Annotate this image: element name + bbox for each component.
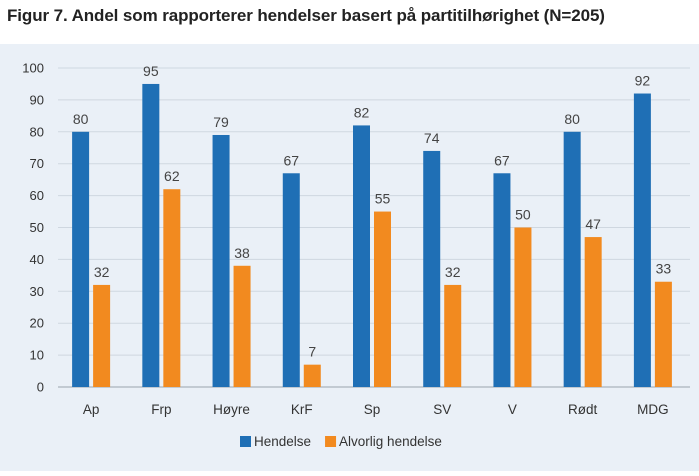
data-label: 50 <box>515 207 531 223</box>
bar-hendelse <box>493 173 511 387</box>
data-labels: 80 32 95 62 79 38 67 7 82 55 74 32 67 50 80 47 92 33 <box>73 63 672 360</box>
y-tick-label: 100 <box>22 61 44 76</box>
legend-label: Hendelse <box>254 434 311 449</box>
x-tick-label: Frp <box>151 402 171 417</box>
y-tick-label: 0 <box>37 380 44 395</box>
bar-alvorlig-hendelse <box>514 227 532 387</box>
y-tick-label: 70 <box>30 156 44 171</box>
bars <box>72 83 672 388</box>
y-tick-label: 30 <box>30 284 44 299</box>
legend-swatch-hendelse <box>240 436 251 447</box>
bar-hendelse <box>72 131 90 387</box>
data-label: 92 <box>635 73 651 89</box>
data-label: 38 <box>234 245 250 261</box>
data-label: 67 <box>494 152 510 168</box>
x-tick-label: Rødt <box>568 402 598 417</box>
y-tick-label: 10 <box>30 348 44 363</box>
bar-chart: 0 10 20 30 40 50 60 70 80 90 100 80 32 95 62 79 38 67 7 82… <box>22 61 690 449</box>
bar-alvorlig-hendelse <box>163 189 181 387</box>
chart-title: Figur 7. Andel som rapporterer hendelser… <box>7 6 605 25</box>
x-axis-ticks: Ap Frp Høyre KrF Sp SV V Rødt MDG <box>83 402 669 417</box>
bar-hendelse <box>142 83 160 387</box>
legend-label: Alvorlig hendelse <box>339 434 442 449</box>
x-tick-label: Ap <box>83 402 100 417</box>
legend: Hendelse Alvorlig hendelse <box>240 434 442 449</box>
x-tick-label: Sp <box>364 402 381 417</box>
bar-alvorlig-hendelse <box>584 237 602 387</box>
bar-alvorlig-hendelse <box>654 281 672 387</box>
bar-hendelse <box>563 131 581 387</box>
y-tick-label: 80 <box>30 124 44 139</box>
bar-hendelse <box>423 150 441 387</box>
y-tick-label: 20 <box>30 316 44 331</box>
bar-hendelse <box>282 173 300 387</box>
x-tick-label: KrF <box>291 402 313 417</box>
data-label: 62 <box>164 168 180 184</box>
data-label: 74 <box>424 130 440 146</box>
y-tick-label: 50 <box>30 220 44 235</box>
legend-swatch-alvorlig-hendelse <box>325 436 337 447</box>
data-label: 33 <box>656 261 672 277</box>
bar-alvorlig-hendelse <box>374 211 391 387</box>
x-tick-label: Høyre <box>213 402 250 417</box>
data-label: 32 <box>94 264 110 280</box>
data-label: 80 <box>73 111 89 127</box>
data-label: 82 <box>354 104 370 120</box>
data-label: 80 <box>564 111 580 127</box>
x-tick-label: SV <box>433 402 451 417</box>
bar-alvorlig-hendelse <box>93 284 111 387</box>
bar-alvorlig-hendelse <box>444 284 462 387</box>
bar-alvorlig-hendelse <box>233 265 251 387</box>
bar-hendelse <box>353 125 370 388</box>
y-tick-label: 60 <box>30 188 44 203</box>
y-axis-ticks: 0 10 20 30 40 50 60 70 80 90 100 <box>22 61 44 395</box>
x-tick-label: MDG <box>637 402 669 417</box>
data-label: 32 <box>445 264 461 280</box>
data-label: 55 <box>375 191 391 207</box>
chart-panel: 0 10 20 30 40 50 60 70 80 90 100 80 32 95 62 79 38 67 7 82… <box>0 44 699 471</box>
data-label: 79 <box>213 114 229 130</box>
bar-hendelse <box>633 93 651 387</box>
y-tick-label: 40 <box>30 252 44 267</box>
data-label: 67 <box>283 152 299 168</box>
data-label: 47 <box>585 216 601 232</box>
bar-alvorlig-hendelse <box>303 364 321 387</box>
bar-hendelse <box>212 134 230 387</box>
data-label: 7 <box>308 344 316 360</box>
y-tick-label: 90 <box>30 92 44 107</box>
data-label: 95 <box>143 63 159 79</box>
x-tick-label: V <box>508 402 517 417</box>
